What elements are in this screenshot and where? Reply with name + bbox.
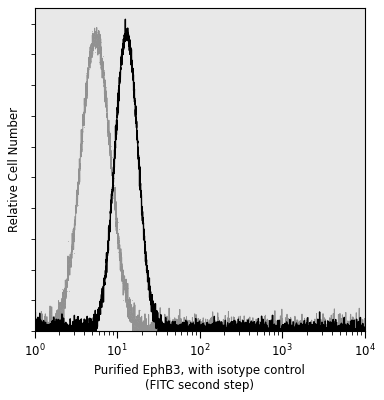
Y-axis label: Relative Cell Number: Relative Cell Number [8,107,22,232]
X-axis label: Purified EphB3, with isotype control
(FITC second step): Purified EphB3, with isotype control (FI… [94,364,305,392]
